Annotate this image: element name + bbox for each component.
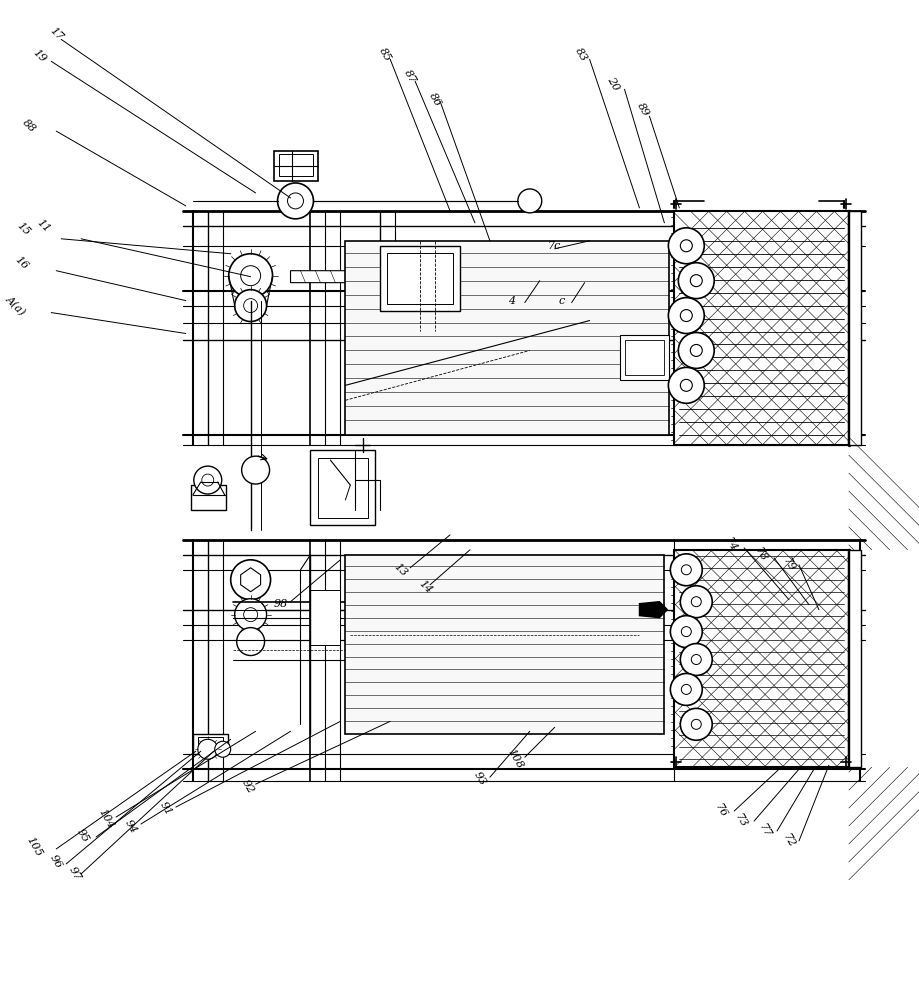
- Circle shape: [244, 608, 257, 622]
- Bar: [278, 154, 313, 176]
- Polygon shape: [290, 271, 509, 283]
- Text: 16: 16: [13, 254, 30, 271]
- Circle shape: [231, 560, 270, 600]
- Bar: [273, 151, 318, 181]
- Circle shape: [214, 741, 231, 757]
- Bar: [345, 555, 664, 734]
- Bar: [380, 246, 460, 311]
- Text: 108: 108: [505, 747, 524, 771]
- Circle shape: [278, 183, 313, 219]
- Circle shape: [670, 673, 701, 705]
- Circle shape: [689, 275, 701, 287]
- Circle shape: [201, 474, 213, 486]
- Text: 74: 74: [722, 536, 738, 554]
- Text: 19: 19: [30, 48, 48, 65]
- Text: 105: 105: [25, 835, 44, 859]
- Text: 88: 88: [21, 118, 38, 135]
- Circle shape: [667, 298, 704, 334]
- Bar: [310, 450, 375, 525]
- Circle shape: [288, 193, 303, 209]
- Bar: [674, 211, 848, 445]
- Bar: [310, 590, 340, 645]
- Circle shape: [234, 290, 267, 322]
- Text: 17: 17: [48, 26, 64, 43]
- Circle shape: [243, 572, 258, 588]
- Bar: [198, 737, 222, 751]
- Circle shape: [679, 379, 691, 391]
- Text: 7c: 7c: [548, 241, 561, 251]
- Text: 79: 79: [780, 556, 796, 573]
- Circle shape: [689, 344, 701, 356]
- Text: 97: 97: [67, 865, 83, 883]
- Circle shape: [690, 719, 700, 729]
- Circle shape: [681, 627, 690, 637]
- Circle shape: [679, 644, 711, 675]
- Text: 94: 94: [123, 818, 139, 836]
- Text: 73: 73: [732, 812, 748, 830]
- Text: 86: 86: [426, 91, 442, 108]
- Bar: [345, 241, 669, 435]
- Text: 15: 15: [15, 220, 32, 237]
- Circle shape: [244, 299, 257, 313]
- Text: 13: 13: [391, 561, 408, 578]
- Circle shape: [242, 456, 269, 484]
- Circle shape: [670, 616, 701, 648]
- Text: 72: 72: [780, 832, 796, 850]
- Text: 91: 91: [158, 800, 174, 818]
- Circle shape: [236, 628, 265, 656]
- Circle shape: [494, 267, 515, 287]
- Text: c: c: [558, 296, 564, 306]
- Circle shape: [198, 739, 218, 759]
- Text: 104: 104: [96, 807, 116, 831]
- Bar: [618, 335, 669, 380]
- Circle shape: [234, 599, 267, 631]
- Circle shape: [677, 333, 713, 368]
- Bar: [848, 550, 860, 767]
- Bar: [674, 550, 848, 767]
- Text: A(a): A(a): [4, 294, 28, 317]
- Text: 98: 98: [273, 599, 288, 609]
- Text: 4: 4: [507, 296, 515, 306]
- Circle shape: [667, 228, 704, 264]
- Circle shape: [667, 367, 704, 403]
- Circle shape: [679, 310, 691, 322]
- Circle shape: [681, 565, 690, 575]
- Circle shape: [677, 263, 713, 299]
- Circle shape: [690, 597, 700, 607]
- Bar: [190, 485, 225, 510]
- Circle shape: [517, 189, 541, 213]
- Polygon shape: [639, 602, 666, 618]
- Circle shape: [194, 466, 221, 494]
- Circle shape: [670, 554, 701, 586]
- Text: 85: 85: [377, 46, 392, 63]
- Text: 83: 83: [573, 46, 588, 63]
- Text: 92: 92: [240, 778, 255, 796]
- Circle shape: [679, 586, 711, 618]
- Text: 78: 78: [753, 546, 768, 564]
- Text: 96: 96: [49, 853, 64, 871]
- Bar: [387, 253, 452, 304]
- Text: 93: 93: [471, 770, 487, 788]
- Text: 20: 20: [605, 75, 620, 92]
- Circle shape: [679, 240, 691, 252]
- Circle shape: [229, 254, 272, 298]
- Text: 77: 77: [756, 822, 772, 840]
- Text: 76: 76: [712, 802, 729, 820]
- Text: 89: 89: [635, 101, 651, 118]
- Text: 87: 87: [402, 68, 417, 85]
- Bar: [848, 211, 860, 445]
- Circle shape: [241, 266, 260, 286]
- Circle shape: [690, 655, 700, 665]
- Bar: [193, 734, 228, 754]
- Polygon shape: [241, 568, 260, 592]
- Text: 11: 11: [35, 217, 51, 234]
- Bar: [318, 458, 368, 518]
- Text: 95: 95: [75, 827, 91, 845]
- Circle shape: [679, 708, 711, 740]
- Bar: [624, 340, 664, 375]
- Circle shape: [681, 684, 690, 694]
- Text: 14: 14: [416, 578, 433, 595]
